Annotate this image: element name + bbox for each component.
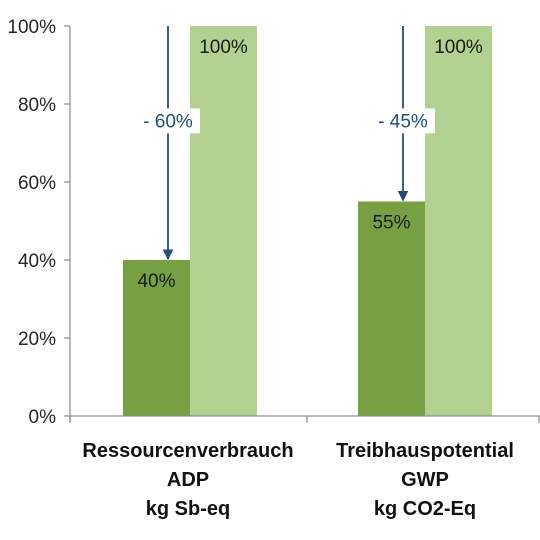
category-label: Treibhauspotential GWP kg CO2-Eq	[336, 440, 514, 520]
data-label: 100%	[199, 37, 248, 58]
bar-reduced	[358, 201, 425, 416]
reduction-label: - 60%	[143, 111, 193, 132]
bar-baseline	[190, 26, 257, 416]
y-tick-label: 60%	[18, 173, 56, 194]
data-label: 55%	[372, 213, 410, 234]
annotations: - 60% - 45%	[136, 26, 435, 261]
category-label-line: kg Sb-eq	[146, 498, 230, 520]
reduction-label: - 45%	[378, 111, 428, 132]
data-label: 100%	[434, 37, 483, 58]
y-tick-label: 100%	[7, 17, 56, 38]
y-tick-label: 40%	[18, 251, 56, 272]
category-label-line: kg CO2-Eq	[374, 498, 476, 520]
y-tick-label: 20%	[18, 329, 56, 350]
bars: 40% 55% 100% 100%	[123, 26, 492, 416]
y-axis: 0% 20% 40% 60% 80% 100%	[7, 17, 71, 428]
category-label-line: Ressourcenverbrauch	[82, 440, 293, 462]
category-label: Ressourcenverbrauch ADP kg Sb-eq	[82, 440, 293, 520]
y-tick-label: 0%	[29, 407, 57, 428]
x-axis: Ressourcenverbrauch ADP kg Sb-eq Treibhausp…	[69, 415, 540, 520]
bar-reduced	[123, 260, 190, 416]
reduction-label-background	[136, 108, 200, 134]
category-label-line: GWP	[401, 469, 449, 491]
data-label: 40%	[137, 271, 175, 292]
category-label-line: ADP	[167, 469, 209, 491]
category-label-line: Treibhauspotential	[336, 440, 514, 462]
reduction-label-background	[371, 108, 435, 134]
bar-baseline	[425, 26, 492, 416]
y-tick-label: 80%	[18, 95, 56, 116]
